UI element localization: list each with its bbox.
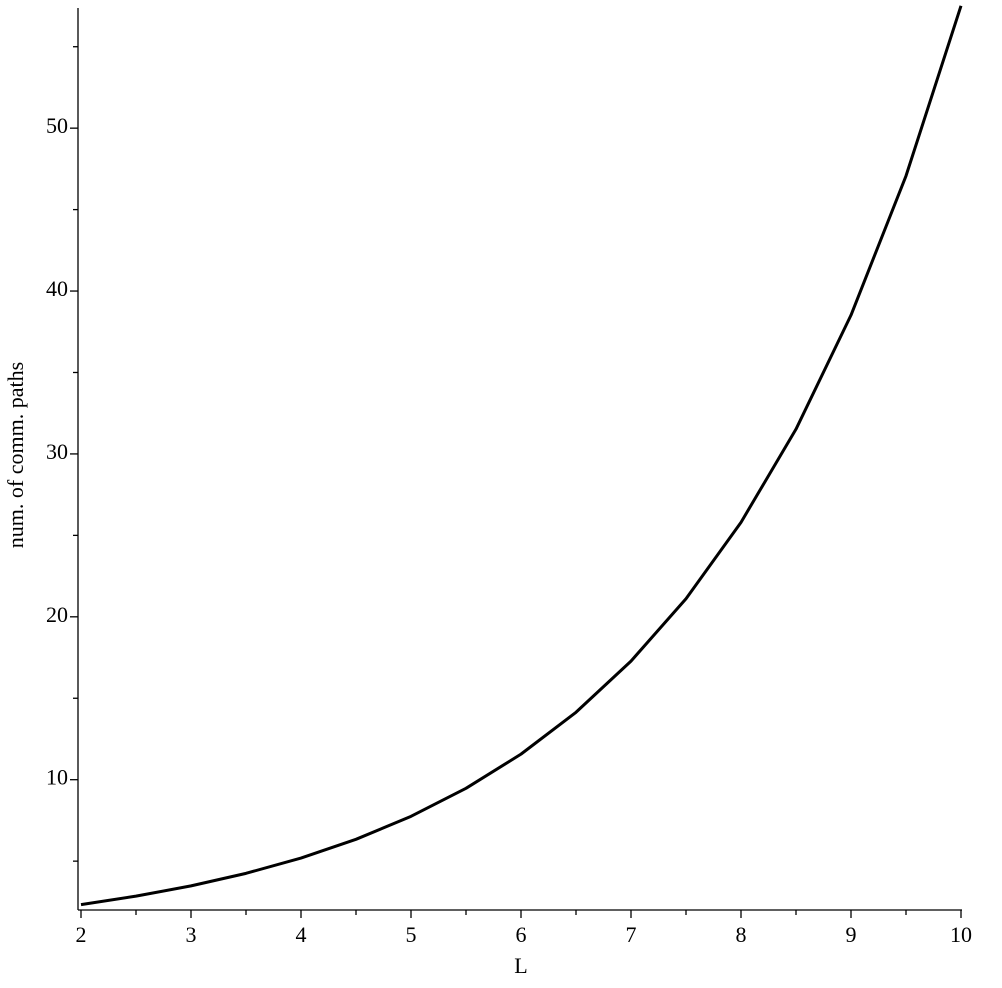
- x-tick-label: 6: [516, 922, 527, 947]
- y-tick-label: 50: [46, 113, 68, 138]
- x-tick-label: 10: [950, 922, 972, 947]
- x-tick-label: 4: [296, 922, 307, 947]
- y-tick-label: 10: [46, 765, 68, 790]
- x-tick-label: 7: [626, 922, 637, 947]
- x-tick-label: 3: [186, 922, 197, 947]
- x-tick-label: 8: [736, 922, 747, 947]
- y-tick-label: 30: [46, 439, 68, 464]
- x-tick-label: 9: [846, 922, 857, 947]
- y-tick-label: 40: [46, 276, 68, 301]
- x-tick-label: 2: [76, 922, 87, 947]
- x-axis-label: L: [514, 953, 527, 978]
- line-series: [80, 5, 963, 907]
- y-tick-label: 20: [46, 602, 68, 627]
- y-axis-label: num. of comm. paths: [3, 362, 28, 548]
- x-tick-label: 5: [406, 922, 417, 947]
